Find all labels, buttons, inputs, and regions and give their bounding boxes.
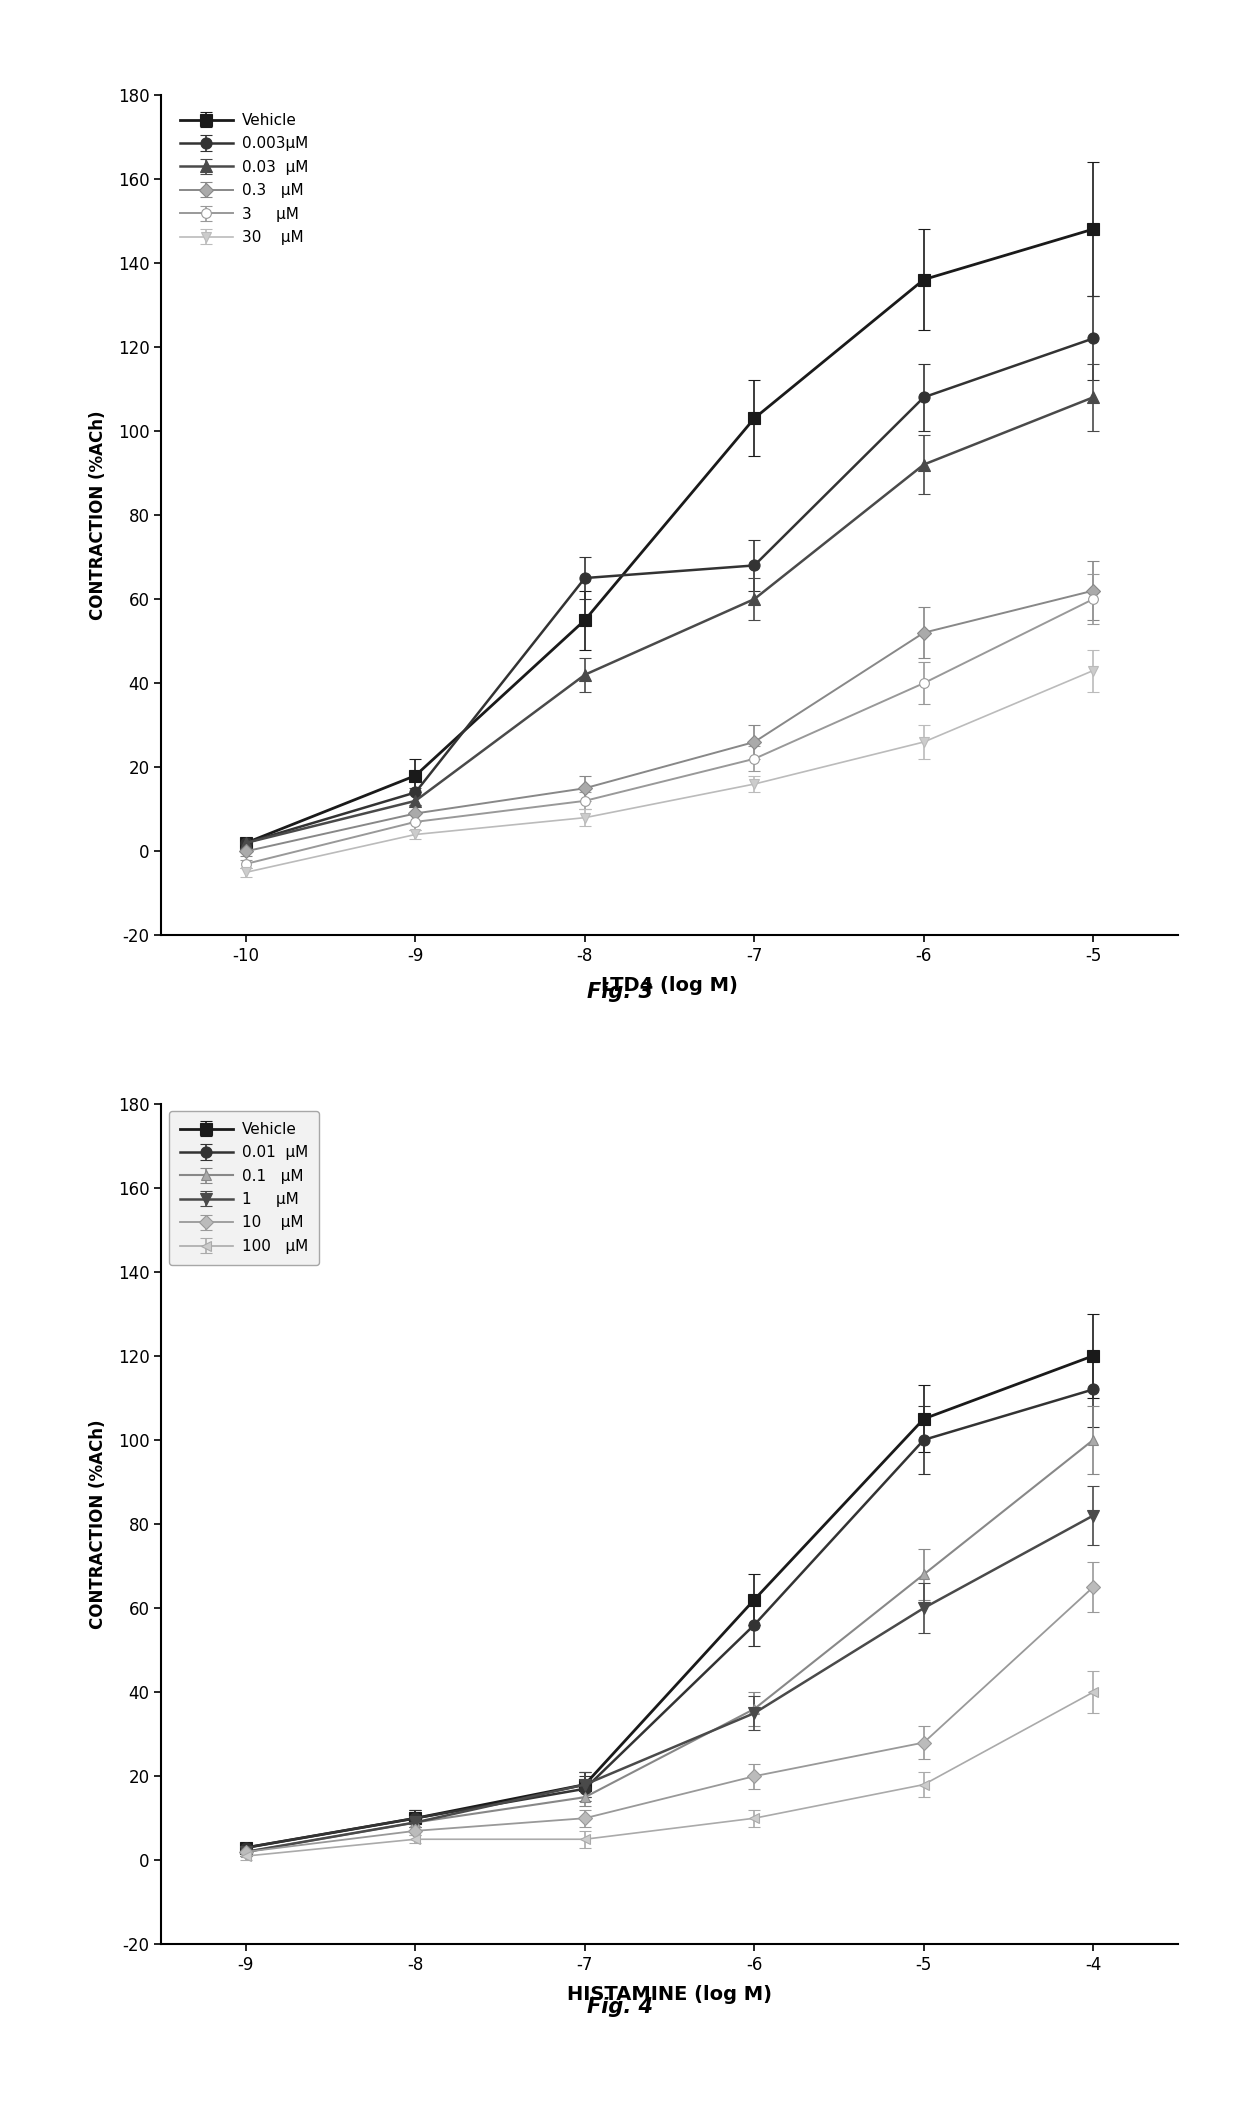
Y-axis label: CONTRACTION (%ACh): CONTRACTION (%ACh) <box>88 410 107 620</box>
Legend: Vehicle, 0.01  μM, 0.1   μM, 1     μM, 10    μM, 100   μM: Vehicle, 0.01 μM, 0.1 μM, 1 μM, 10 μM, 1… <box>169 1112 319 1265</box>
Text: Fig. 3: Fig. 3 <box>587 982 653 1003</box>
X-axis label: HISTAMINE (log M): HISTAMINE (log M) <box>567 1984 773 2005</box>
X-axis label: LTD4 (log M): LTD4 (log M) <box>601 975 738 996</box>
Y-axis label: CONTRACTION (%ACh): CONTRACTION (%ACh) <box>88 1419 107 1629</box>
Legend: Vehicle, 0.003μM, 0.03  μM, 0.3   μM, 3     μM, 30    μM: Vehicle, 0.003μM, 0.03 μM, 0.3 μM, 3 μM,… <box>169 103 319 256</box>
Text: Fig. 4: Fig. 4 <box>587 1997 653 2018</box>
